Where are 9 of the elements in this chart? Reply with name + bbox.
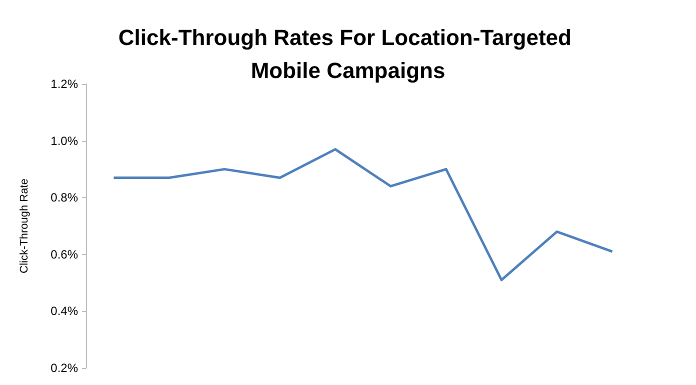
y-tick-label: 0.2% (50, 361, 78, 375)
y-tick-label: 0.6% (50, 247, 78, 262)
y-tick-label: 1.2% (50, 77, 78, 91)
chart-title: Click-Through Rates For Location-Targeted Mobile Campaigns (118, 25, 578, 83)
y-tick-label: 0.4% (50, 304, 78, 318)
y-axis-title: Click-Through Rate (18, 178, 30, 274)
y-tick-label: 0.8% (50, 190, 78, 205)
y-tick-label: 1.0% (50, 134, 78, 148)
line-series (112, 148, 614, 282)
